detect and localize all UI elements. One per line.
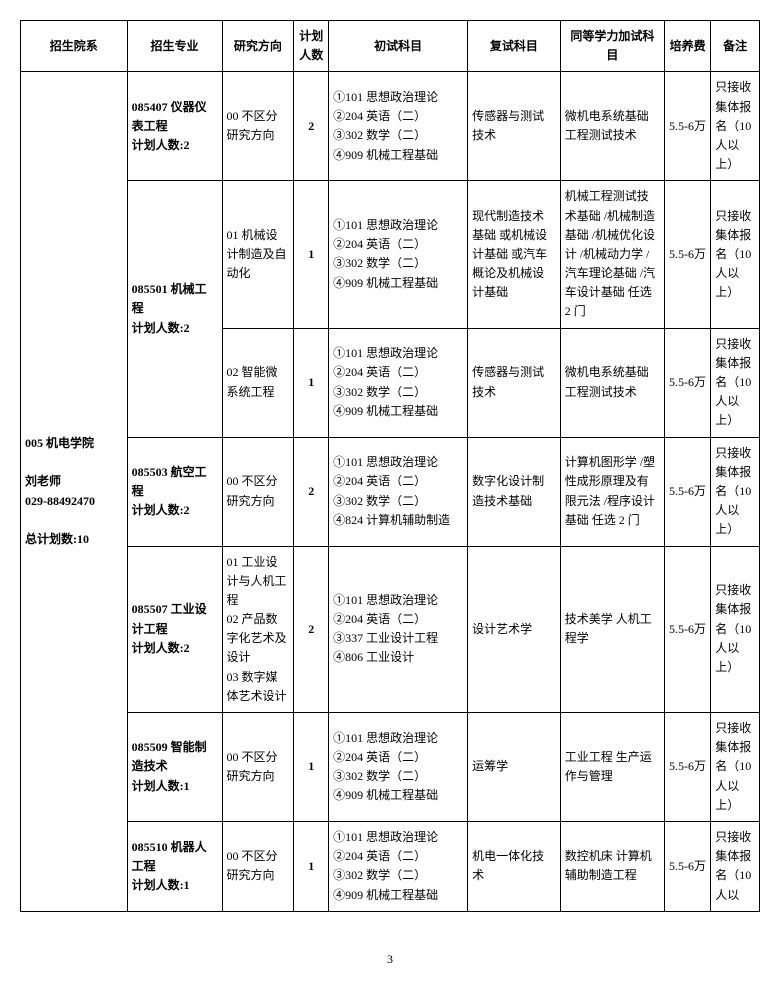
major-cell: 085509 智能制造技术 计划人数:1 (127, 713, 222, 822)
fee-cell: 5.5-6万 (664, 546, 710, 713)
exam2-cell: 传感器与测试技术 (468, 72, 561, 181)
exam3-cell: 计算机图形学 /塑性成形原理及有限元法 /程序设计基础 任选 2 门 (560, 437, 664, 546)
fee-cell: 5.5-6万 (664, 181, 710, 328)
plan-cell: 1 (294, 821, 329, 911)
table-row: 085507 工业设计工程 计划人数:201 工业设计与人机工程 02 产品数字… (21, 546, 760, 713)
fee-cell: 5.5-6万 (664, 437, 710, 546)
header-exam1: 初试科目 (329, 21, 468, 72)
major-cell: 085507 工业设计工程 计划人数:2 (127, 546, 222, 713)
major-cell: 085510 机器人工程 计划人数:1 (127, 821, 222, 911)
plan-cell: 1 (294, 713, 329, 822)
plan-cell: 1 (294, 181, 329, 328)
fee-cell: 5.5-6万 (664, 72, 710, 181)
table-row: 085501 机械工程 计划人数:201 机械设计制造及自动化1①101 思想政… (21, 181, 760, 328)
exam3-cell: 机械工程测试技术基础 /机械制造基础 /机械优化设计 /机械动力学 /汽车理论基… (560, 181, 664, 328)
exam1-cell: ①101 思想政治理论 ②204 英语（二） ③302 数学（二） ④909 机… (329, 328, 468, 437)
major-cell: 085503 航空工程 计划人数:2 (127, 437, 222, 546)
exam3-cell: 微机电系统基础 工程测试技术 (560, 72, 664, 181)
header-fee: 培养费 (664, 21, 710, 72)
major-cell: 085501 机械工程 计划人数:2 (127, 181, 222, 437)
header-note: 备注 (711, 21, 760, 72)
exam3-cell: 技术美学 人机工程学 (560, 546, 664, 713)
header-exam2: 复试科目 (468, 21, 561, 72)
table-row: 005 机电学院 刘老师 029-88492470 总计划数:10085407 … (21, 72, 760, 181)
plan-cell: 1 (294, 328, 329, 437)
note-cell: 只接收集体报名（10人以 (711, 821, 760, 911)
exam3-cell: 工业工程 生产运作与管理 (560, 713, 664, 822)
major-cell: 085407 仪器仪表工程 计划人数:2 (127, 72, 222, 181)
table-row: 085503 航空工程 计划人数:200 不区分研究方向2①101 思想政治理论… (21, 437, 760, 546)
plan-cell: 2 (294, 546, 329, 713)
direction-cell: 01 工业设计与人机工程 02 产品数字化艺术及设计 03 数字媒体艺术设计 (222, 546, 294, 713)
table-row: 085510 机器人工程 计划人数:100 不区分研究方向1①101 思想政治理… (21, 821, 760, 911)
plan-cell: 2 (294, 72, 329, 181)
direction-cell: 00 不区分研究方向 (222, 713, 294, 822)
exam1-cell: ①101 思想政治理论 ②204 英语（二） ③337 工业设计工程 ④806 … (329, 546, 468, 713)
exam1-cell: ①101 思想政治理论 ②204 英语（二） ③302 数学（二） ④909 机… (329, 181, 468, 328)
direction-cell: 02 智能微系统工程 (222, 328, 294, 437)
exam1-cell: ①101 思想政治理论 ②204 英语（二） ③302 数学（二） ④824 计… (329, 437, 468, 546)
plan-cell: 2 (294, 437, 329, 546)
note-cell: 只接收集体报名（10人以上） (711, 181, 760, 328)
fee-cell: 5.5-6万 (664, 713, 710, 822)
exam1-cell: ①101 思想政治理论 ②204 英语（二） ③302 数学（二） ④909 机… (329, 821, 468, 911)
exam2-cell: 机电一体化技术 (468, 821, 561, 911)
exam2-cell: 设计艺术学 (468, 546, 561, 713)
direction-cell: 00 不区分研究方向 (222, 72, 294, 181)
note-cell: 只接收集体报名（10人以上） (711, 546, 760, 713)
note-cell: 只接收集体报名（10人以上） (711, 713, 760, 822)
header-exam3: 同等学力加试科目 (560, 21, 664, 72)
exam2-cell: 运筹学 (468, 713, 561, 822)
exam3-cell: 微机电系统基础 工程测试技术 (560, 328, 664, 437)
exam1-cell: ①101 思想政治理论 ②204 英语（二） ③302 数学（二） ④909 机… (329, 72, 468, 181)
fee-cell: 5.5-6万 (664, 328, 710, 437)
header-plan: 计划人数 (294, 21, 329, 72)
header-major: 招生专业 (127, 21, 222, 72)
table-header-row: 招生院系 招生专业 研究方向 计划人数 初试科目 复试科目 同等学力加试科目 培… (21, 21, 760, 72)
exam1-cell: ①101 思想政治理论 ②204 英语（二） ③302 数学（二） ④909 机… (329, 713, 468, 822)
exam2-cell: 现代制造技术基础 或机械设计基础 或汽车概论及机械设计基础 (468, 181, 561, 328)
exam2-cell: 数字化设计制造技术基础 (468, 437, 561, 546)
table-row: 085509 智能制造技术 计划人数:100 不区分研究方向1①101 思想政治… (21, 713, 760, 822)
header-direction: 研究方向 (222, 21, 294, 72)
page-number: 3 (20, 952, 760, 967)
direction-cell: 01 机械设计制造及自动化 (222, 181, 294, 328)
direction-cell: 00 不区分研究方向 (222, 437, 294, 546)
note-cell: 只接收集体报名（10人以上） (711, 328, 760, 437)
direction-cell: 00 不区分研究方向 (222, 821, 294, 911)
note-cell: 只接收集体报名（10人以上） (711, 437, 760, 546)
admissions-table: 招生院系 招生专业 研究方向 计划人数 初试科目 复试科目 同等学力加试科目 培… (20, 20, 760, 912)
dept-cell: 005 机电学院 刘老师 029-88492470 总计划数:10 (21, 72, 128, 911)
exam3-cell: 数控机床 计算机辅助制造工程 (560, 821, 664, 911)
fee-cell: 5.5-6万 (664, 821, 710, 911)
exam2-cell: 传感器与测试技术 (468, 328, 561, 437)
note-cell: 只接收集体报名（10人以上） (711, 72, 760, 181)
header-dept: 招生院系 (21, 21, 128, 72)
